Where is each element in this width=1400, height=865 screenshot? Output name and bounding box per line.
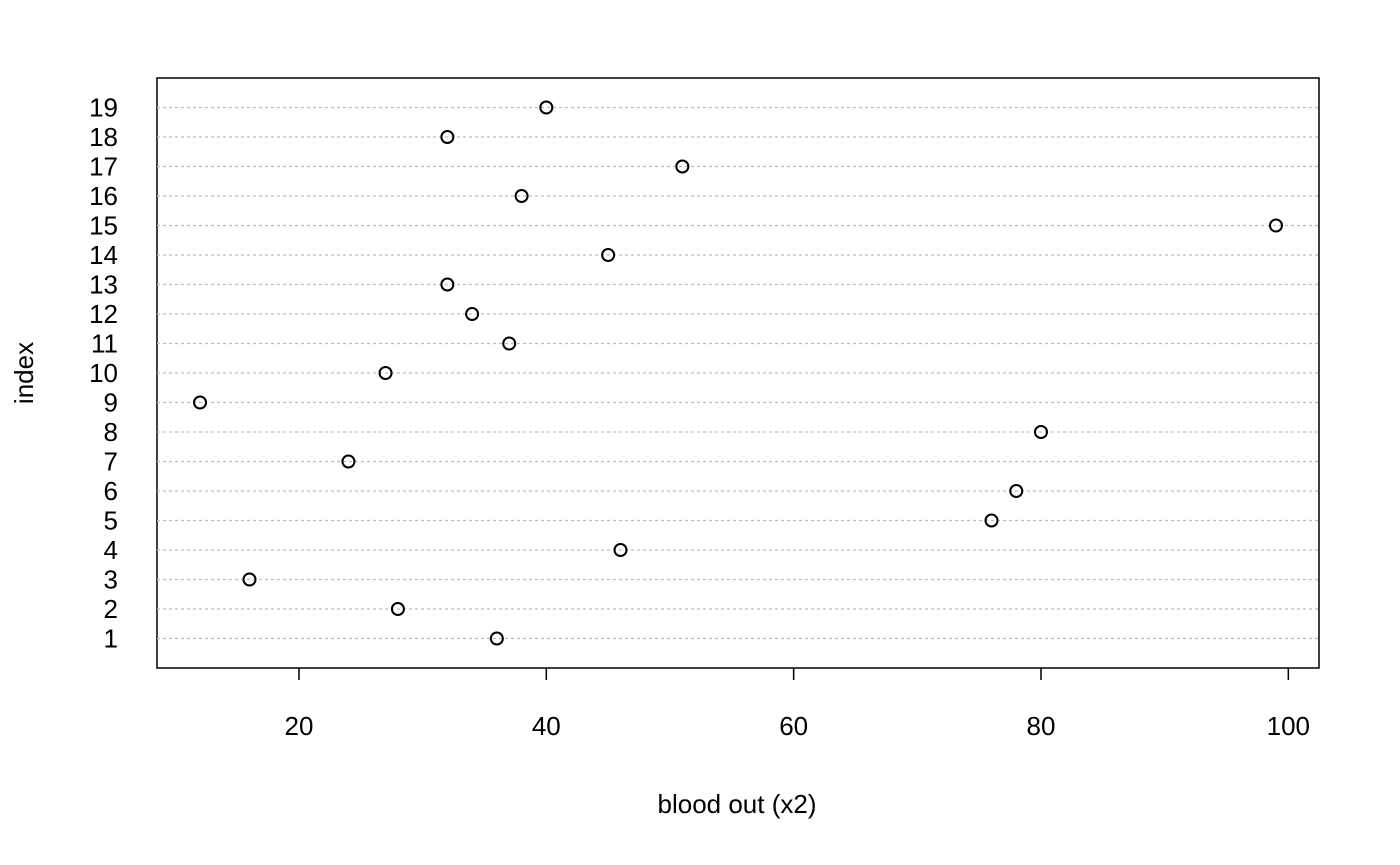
- y-tick-label: 4: [104, 535, 118, 565]
- point: [440, 130, 455, 144]
- point: [489, 631, 504, 646]
- point: [242, 572, 257, 587]
- point: [378, 366, 393, 380]
- y-tick-label: 3: [104, 564, 118, 594]
- y-tick-label: 1: [104, 623, 118, 653]
- y-tick-label: 14: [89, 240, 118, 270]
- x-tick-label: 60: [779, 711, 808, 741]
- point: [601, 248, 616, 262]
- y-tick-label: 5: [104, 505, 118, 535]
- y-axis-label: index: [9, 342, 39, 404]
- y-tick-label: 9: [104, 387, 118, 417]
- point: [341, 454, 356, 469]
- point: [539, 100, 554, 115]
- point: [1033, 425, 1048, 439]
- x-tick-label: 100: [1267, 711, 1310, 741]
- point: [1268, 218, 1283, 233]
- y-tick-label: 12: [89, 299, 118, 329]
- point: [502, 336, 517, 351]
- y-tick-label: 17: [89, 151, 118, 181]
- x-axis-label: blood out (x2): [658, 789, 817, 819]
- y-tick-label: 2: [104, 594, 118, 624]
- point: [193, 395, 208, 410]
- point: [514, 189, 529, 203]
- point: [440, 277, 455, 292]
- point: [675, 159, 690, 174]
- x-tick-label: 20: [285, 711, 314, 741]
- y-tick-label: 7: [104, 446, 118, 476]
- y-tick-label: 11: [91, 328, 118, 358]
- point: [390, 602, 405, 616]
- y-tick-label: 8: [104, 417, 118, 447]
- point: [984, 513, 999, 528]
- point: [613, 543, 628, 557]
- point: [1009, 484, 1024, 498]
- y-tick-label: 18: [89, 122, 118, 152]
- x-tick-label: 80: [1027, 711, 1056, 741]
- y-tick-label: 19: [89, 92, 118, 122]
- y-tick-label: 15: [89, 210, 118, 240]
- x-tick-label: 40: [532, 711, 561, 741]
- y-tick-label: 13: [89, 269, 118, 299]
- y-tick-label: 6: [104, 476, 118, 506]
- point: [465, 307, 480, 321]
- y-tick-label: 16: [89, 181, 118, 211]
- y-tick-label: 10: [89, 358, 118, 388]
